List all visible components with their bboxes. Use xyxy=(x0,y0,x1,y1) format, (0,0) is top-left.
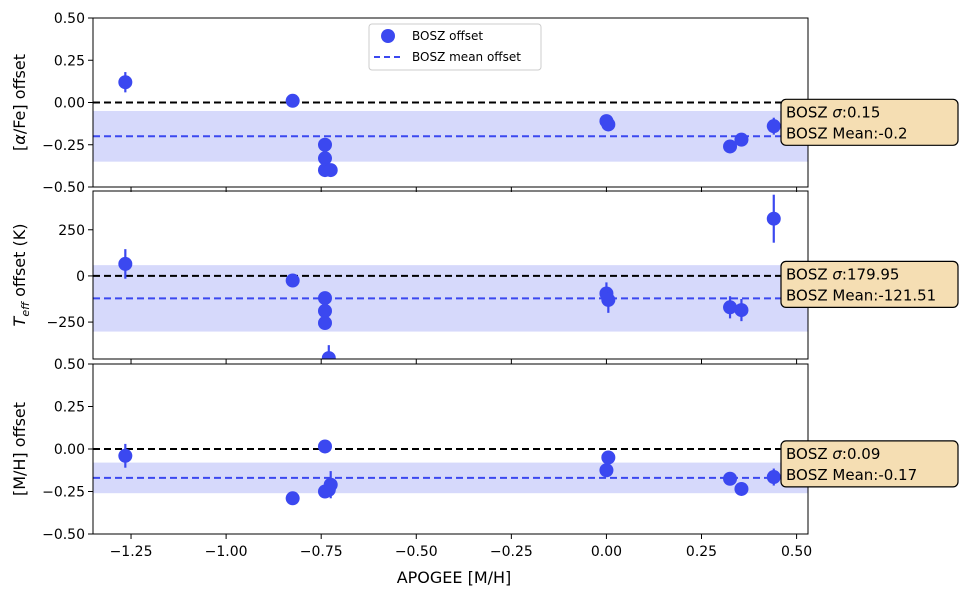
stats-box: BOSZ σ:179.95 BOSZ Mean:-121.51 xyxy=(780,260,959,308)
data-point xyxy=(601,292,616,307)
data-point xyxy=(118,256,133,271)
y-tick-label: 0 xyxy=(76,269,85,285)
data-point xyxy=(317,304,332,318)
x-axis-label: APOGEE [M/H] xyxy=(397,568,512,587)
legend-label-mean: BOSZ mean offset xyxy=(412,50,521,64)
data-point xyxy=(723,471,738,486)
data-point xyxy=(723,139,738,154)
y-axis-label: [α/Fe] offset xyxy=(10,54,29,151)
x-tick-label: 0.00 xyxy=(591,544,622,560)
x-tick-label: −0.25 xyxy=(490,544,533,560)
y-tick-label: 0.50 xyxy=(54,357,85,373)
data-point xyxy=(317,151,332,166)
y-tick-label: 250 xyxy=(58,223,85,239)
data-point xyxy=(317,137,332,152)
data-point xyxy=(285,93,300,108)
data-point xyxy=(723,300,738,315)
data-point xyxy=(118,448,133,463)
data-point xyxy=(323,477,338,492)
data-point xyxy=(317,291,332,306)
stats-mean: BOSZ Mean:-0.17 xyxy=(786,466,917,484)
data-point xyxy=(734,303,749,318)
stats-sigma: BOSZ σ:179.95 xyxy=(786,265,899,283)
y-tick-label: −0.50 xyxy=(42,180,85,196)
y-tick-label: 0.00 xyxy=(54,96,85,112)
y-tick-label: −0.50 xyxy=(42,527,85,543)
stats-box-frame xyxy=(780,440,959,488)
stats-mean: BOSZ Mean:-0.2 xyxy=(786,124,908,142)
stats-box: BOSZ σ:0.15 BOSZ Mean:-0.2 xyxy=(780,98,959,146)
x-tick-label: 0.25 xyxy=(686,544,717,560)
plot-area xyxy=(93,194,808,359)
data-point xyxy=(766,119,781,134)
y-axis-label: Teff offset (K) xyxy=(10,224,32,327)
data-point xyxy=(317,439,332,454)
data-point xyxy=(285,491,300,506)
y-tick-label: 0.00 xyxy=(54,442,85,458)
data-point xyxy=(734,132,749,147)
x-tick-label: −1.25 xyxy=(110,544,153,560)
stats-box-frame xyxy=(780,98,959,146)
data-point xyxy=(317,316,332,330)
data-point xyxy=(285,273,300,288)
data-point xyxy=(766,470,781,485)
legend-marker-points xyxy=(381,29,395,43)
data-point xyxy=(323,163,338,178)
y-tick-label: −250 xyxy=(47,315,85,331)
stats-sigma: BOSZ σ:0.15 xyxy=(786,103,880,121)
legend: BOSZ offset BOSZ mean offset xyxy=(368,23,542,71)
y-tick-label: −0.25 xyxy=(42,138,85,154)
y-axis-label: [M/H] offset xyxy=(10,402,29,496)
data-point xyxy=(321,351,336,359)
y-tick-label: 0.50 xyxy=(54,11,85,27)
data-point xyxy=(601,117,616,132)
plot-area xyxy=(93,72,808,178)
x-tick-label: 0.50 xyxy=(781,544,812,560)
legend-frame xyxy=(368,23,542,71)
stats-box: BOSZ σ:0.09 BOSZ Mean:-0.17 xyxy=(780,440,959,488)
data-point xyxy=(599,463,614,478)
data-point xyxy=(766,211,781,226)
x-tick-label: −1.00 xyxy=(205,544,248,560)
y-tick-label: −0.25 xyxy=(42,485,85,501)
y-tick-label: 0.25 xyxy=(54,400,85,416)
panel-1: −0.50 −0.25 0.00 0.25 0.50 [α/Fe] offset BOSZ … xyxy=(10,11,959,196)
y-tick-label: 0.25 xyxy=(54,53,85,69)
stats-box-frame xyxy=(780,260,959,308)
data-point xyxy=(601,450,616,465)
data-point xyxy=(118,75,133,90)
plot-area xyxy=(93,439,808,506)
stats-mean: BOSZ Mean:-121.51 xyxy=(786,286,936,304)
panel-3: −0.50 −0.25 0.00 0.25 0.50 −1.25 −1.00 −0.75 −0.… xyxy=(10,357,959,560)
x-tick-label: −0.50 xyxy=(395,544,438,560)
legend-label-points: BOSZ offset xyxy=(412,29,483,43)
stats-sigma: BOSZ σ:0.09 xyxy=(786,445,880,463)
data-point xyxy=(734,481,749,496)
x-tick-label: −0.75 xyxy=(300,544,343,560)
